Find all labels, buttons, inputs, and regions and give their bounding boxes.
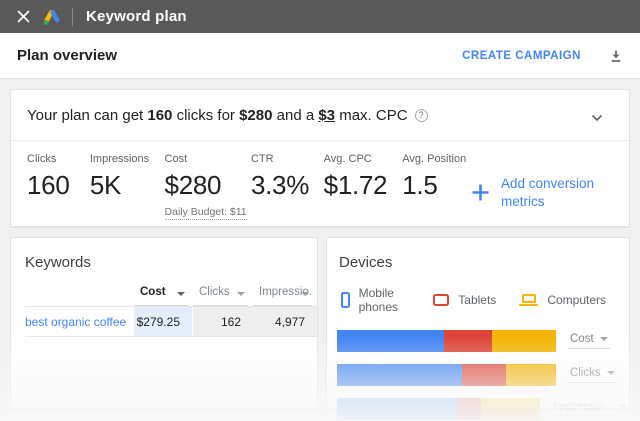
bar-segment-tablet [456, 398, 481, 420]
bar-segment-mobile [337, 398, 457, 420]
plan-summary-card: Your plan can get 160 clicks for $280 an… [10, 89, 630, 227]
dropdown-arrow-icon [599, 337, 608, 341]
keyword-link[interactable]: best organic coffee [25, 314, 127, 329]
keywords-table: Cost Clicks Impressio... best organic co… [25, 284, 317, 337]
topbar-divider [72, 7, 73, 26]
metric-ctr: CTR 3.3% [250, 153, 310, 200]
metric-cost: Cost $280 Daily Budget: $11 [164, 153, 251, 220]
page-header: Plan overview CREATE CAMPAIGN [0, 33, 640, 79]
table-row: best organic coffee $279.25 162 4,977 [25, 306, 317, 337]
metric-select-cost[interactable]: Cost [568, 333, 610, 349]
metrics-row: Clicks 160 Impressions 5K Cost $280 Dail… [11, 141, 629, 220]
bar-segment-mobile [337, 330, 445, 352]
google-ads-logo-icon [42, 7, 62, 27]
bar-segment-tablet [444, 330, 493, 352]
column-header-impressions[interactable]: Impressio... [253, 284, 312, 306]
daily-budget-link[interactable]: Daily Budget: $11 [164, 206, 247, 220]
metric-avg-cpc: Avg. CPC $1.72 [323, 153, 388, 200]
dropdown-arrow-icon [619, 405, 627, 409]
metric-select-impressions[interactable]: Impressio... [551, 401, 629, 417]
dropdown-arrow-icon [606, 371, 615, 375]
stacked-bar [337, 330, 556, 352]
devices-card-title: Devices [339, 254, 393, 271]
bar-segment-computer [480, 398, 540, 420]
column-header-clicks[interactable]: Clicks [193, 284, 248, 306]
metric-select-clicks[interactable]: Clicks [568, 367, 617, 383]
devices-card: Devices Mobile phones Tablets Computers [326, 237, 630, 420]
bar-row-cost: Cost [337, 330, 629, 352]
column-header-cost[interactable]: Cost [134, 284, 188, 306]
cell-clicks: 162 [193, 307, 253, 336]
close-icon[interactable] [13, 7, 33, 27]
bar-segment-computer [505, 364, 556, 386]
metric-clicks: Clicks 160 [27, 153, 70, 200]
keywords-card-title: Keywords [25, 254, 91, 271]
metric-avg-position: Avg. Position 1.5 [402, 153, 467, 200]
bar-row-clicks: Clicks [337, 364, 629, 386]
metric-impressions: Impressions 5K [89, 153, 150, 200]
cell-impressions: 4,977 [253, 307, 317, 336]
mobile-phone-icon [341, 292, 350, 308]
content-area: Your plan can get 160 clicks for $280 an… [0, 79, 640, 420]
header-spacer [25, 284, 134, 306]
devices-legend: Mobile phones Tablets Computers [341, 286, 629, 314]
chevron-down-icon[interactable] [591, 109, 603, 126]
bar-segment-tablet [461, 364, 506, 386]
help-icon[interactable]: ? [414, 108, 428, 122]
devices-chart: Cost Clicks [337, 330, 629, 420]
legend-computers: Computers [519, 293, 606, 307]
bar-row-impressions: Impressio... [337, 398, 629, 420]
bar-segment-mobile [337, 364, 462, 386]
topbar: Keyword plan [0, 0, 640, 33]
stacked-bar [337, 364, 556, 386]
laptop-icon [519, 293, 539, 307]
plus-icon [471, 183, 490, 202]
sort-arrow-icon [237, 292, 245, 296]
legend-mobile-phones: Mobile phones [341, 286, 410, 314]
bar-segment-computer [492, 330, 556, 352]
stacked-bar [337, 398, 540, 420]
keywords-table-header: Cost Clicks Impressio... [25, 284, 317, 306]
topbar-title: Keyword plan [86, 8, 187, 25]
cell-cost: $279.25 [134, 307, 193, 336]
max-cpc-link[interactable]: $3 [318, 106, 336, 124]
keywords-card: Keywords Cost Clicks Impressio... best o… [10, 237, 318, 409]
legend-tablets: Tablets [433, 293, 496, 307]
sort-arrow-icon [301, 292, 309, 296]
create-campaign-button[interactable]: CREATE CAMPAIGN [462, 49, 581, 62]
add-conversion-metrics-button[interactable]: Add conversion metrics [471, 167, 613, 218]
page-title: Plan overview [17, 47, 118, 64]
tablet-icon [433, 294, 450, 306]
plan-summary-banner: Your plan can get 160 clicks for $280 an… [11, 90, 629, 141]
download-icon[interactable] [609, 49, 623, 63]
sort-arrow-icon [177, 292, 185, 296]
banner-text: Your plan can get 160 clicks for $280 an… [27, 106, 408, 124]
